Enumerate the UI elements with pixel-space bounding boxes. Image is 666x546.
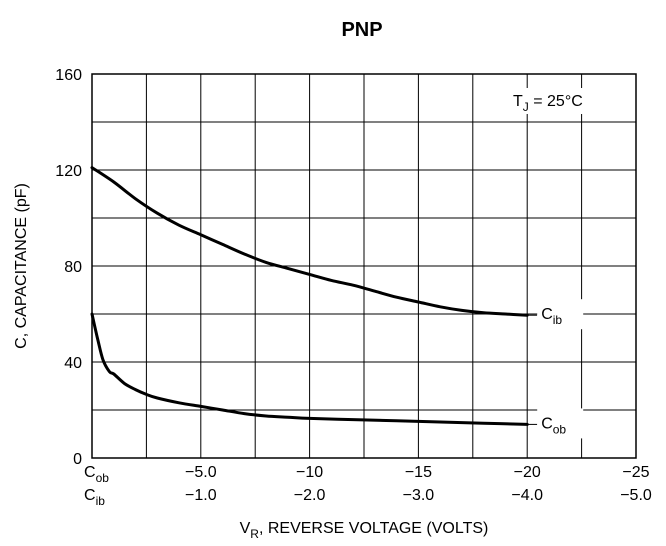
x-tick-label-ob: −25 [622,464,649,481]
series-ib-line [90,166,529,317]
y-axis-label: C, CAPACITANCE (pF) [13,183,30,349]
plot-frame [91,73,637,459]
x-tick-label-ob: −15 [405,464,432,481]
y-tick-label: 120 [55,163,82,180]
x-axis-ob-label: Cob [84,464,109,485]
y-tick-label: 40 [64,355,82,372]
x-tick-label-ib: −2.0 [294,487,326,504]
y-tick-label: 160 [55,67,82,84]
labels: Cib Cob TJ = 25°C VR, REVERSE VOLTAGE (VOLT… [240,88,620,541]
y-tick-label: 80 [64,259,82,276]
x-axis-label: VR, REVERSE VOLTAGE (VOLTS) [240,520,489,541]
x-tick-label-ob: −5.0 [185,464,217,481]
y-tick-label: 0 [73,451,82,468]
series-label-ib: Cib [541,306,562,327]
x-tick-label-ib: −3.0 [403,487,435,504]
x-tick-labels: Cob −5.0 −10 −15 −20 −25 Cib −1.0 −2.0 −3.0 −4.0 −5… [84,464,652,508]
x-tick-label-ib: −1.0 [185,487,217,504]
annotation-backdrop [510,88,620,114]
series-ob-line [90,312,529,426]
series-label-backdrop [537,299,584,330]
x-tick-label-ib: −5.0 [620,487,652,504]
series-label-ob: Cob [541,415,566,436]
y-tick-labels: 0 40 80 120 160 [55,67,82,468]
series-label-backdrop [537,408,584,439]
x-tick-label-ob: −20 [514,464,541,481]
x-tick-label-ob: −10 [296,464,323,481]
chart-title: PNP [341,19,382,41]
curves [90,166,529,426]
x-axis-ib-label: Cib [84,487,105,508]
temperature-annotation: TJ = 25°C [513,93,583,114]
x-tick-label-ib: −4.0 [511,487,543,504]
